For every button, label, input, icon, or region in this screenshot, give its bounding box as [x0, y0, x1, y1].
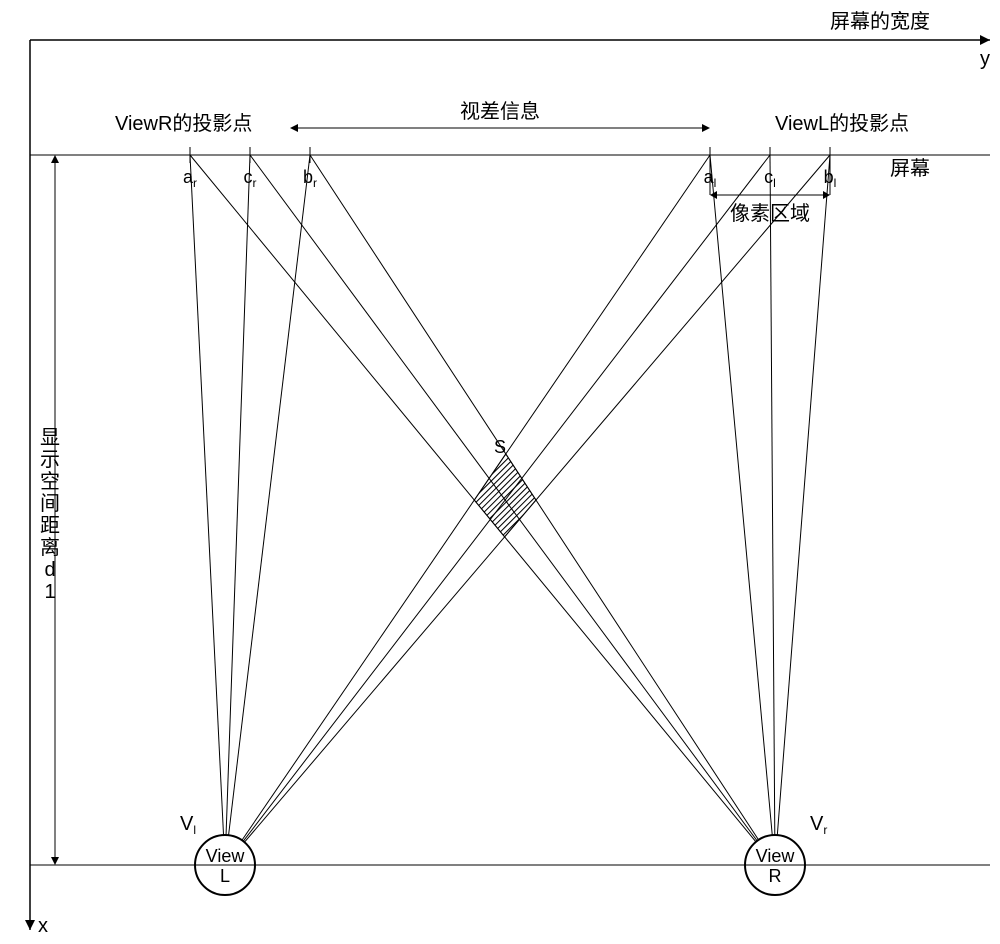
svg-text:1: 1: [44, 581, 55, 603]
svg-text:Vr: Vr: [810, 813, 827, 837]
svg-text:ar: ar: [183, 167, 197, 190]
svg-text:S: S: [494, 437, 506, 457]
svg-text:R: R: [769, 866, 782, 886]
svg-text:视差信息: 视差信息: [460, 100, 540, 123]
svg-text:像素区域: 像素区域: [730, 202, 810, 225]
svg-text:x: x: [38, 915, 48, 937]
svg-text:屏幕的宽度: 屏幕的宽度: [830, 10, 930, 33]
svg-text:空: 空: [40, 470, 60, 493]
svg-text:d: d: [44, 559, 55, 581]
svg-text:离: 离: [40, 536, 60, 559]
svg-text:L: L: [220, 866, 230, 886]
svg-text:显: 显: [40, 427, 60, 449]
svg-text:cr: cr: [244, 167, 257, 190]
svg-text:ViewL的投影点: ViewL的投影点: [775, 112, 909, 135]
svg-text:y: y: [980, 48, 990, 70]
svg-text:br: br: [303, 167, 317, 190]
svg-text:Vl: Vl: [180, 813, 196, 837]
svg-text:View: View: [756, 846, 796, 866]
svg-text:间: 间: [40, 492, 60, 515]
svg-text:示: 示: [40, 449, 60, 471]
svg-text:距: 距: [40, 515, 60, 537]
svg-text:屏幕: 屏幕: [890, 157, 930, 180]
svg-text:View: View: [206, 846, 246, 866]
svg-text:ViewR的投影点: ViewR的投影点: [115, 112, 252, 135]
